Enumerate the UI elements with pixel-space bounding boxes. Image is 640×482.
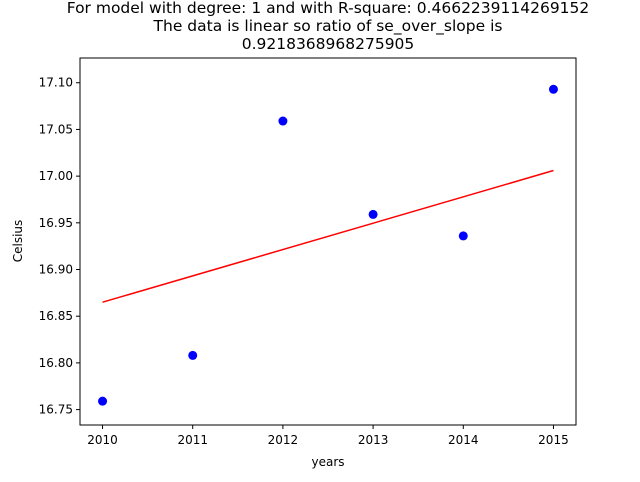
y-tick-label: 16.75 <box>39 403 73 417</box>
data-point <box>98 396 108 406</box>
x-tick-label: 2014 <box>448 433 479 447</box>
chart-title-line-1: For model with degree: 1 and with R-squa… <box>67 0 590 17</box>
y-tick-label: 16.85 <box>39 309 73 323</box>
chart-title-line-3: 0.9218368968275905 <box>242 35 415 53</box>
x-tick-label: 2011 <box>177 433 208 447</box>
y-axis-ticks: 16.75 16.80 16.85 16.90 16.95 17.00 17.05 17.10 <box>39 76 80 417</box>
x-tick-label: 2015 <box>538 433 569 447</box>
y-tick-label: 17.10 <box>39 76 73 90</box>
data-point <box>548 84 558 94</box>
y-tick-label: 16.80 <box>39 356 73 370</box>
data-point <box>458 231 468 241</box>
fit-line <box>102 169 554 303</box>
y-tick-label: 16.95 <box>39 216 73 230</box>
chart-title-line-2: The data is linear so ratio of se_over_s… <box>153 17 503 36</box>
y-tick-label: 16.90 <box>39 263 73 277</box>
plot-marks <box>98 84 558 406</box>
y-tick-label: 17.05 <box>39 122 73 136</box>
chart-title: For model with degree: 1 and with R-squa… <box>67 0 590 53</box>
x-tick-label: 2012 <box>268 433 299 447</box>
data-point <box>188 350 198 360</box>
data-point <box>278 116 288 126</box>
x-tick-label: 2010 <box>87 433 118 447</box>
x-axis-ticks: 2010 2011 2012 2013 2014 2015 <box>87 425 569 447</box>
y-axis-label: Celsius <box>11 220 25 263</box>
y-tick-label: 17.00 <box>39 169 73 183</box>
data-point <box>368 209 378 219</box>
x-tick-label: 2013 <box>358 433 389 447</box>
plot-area-frame <box>79 57 577 426</box>
x-axis-label: years <box>311 455 344 469</box>
